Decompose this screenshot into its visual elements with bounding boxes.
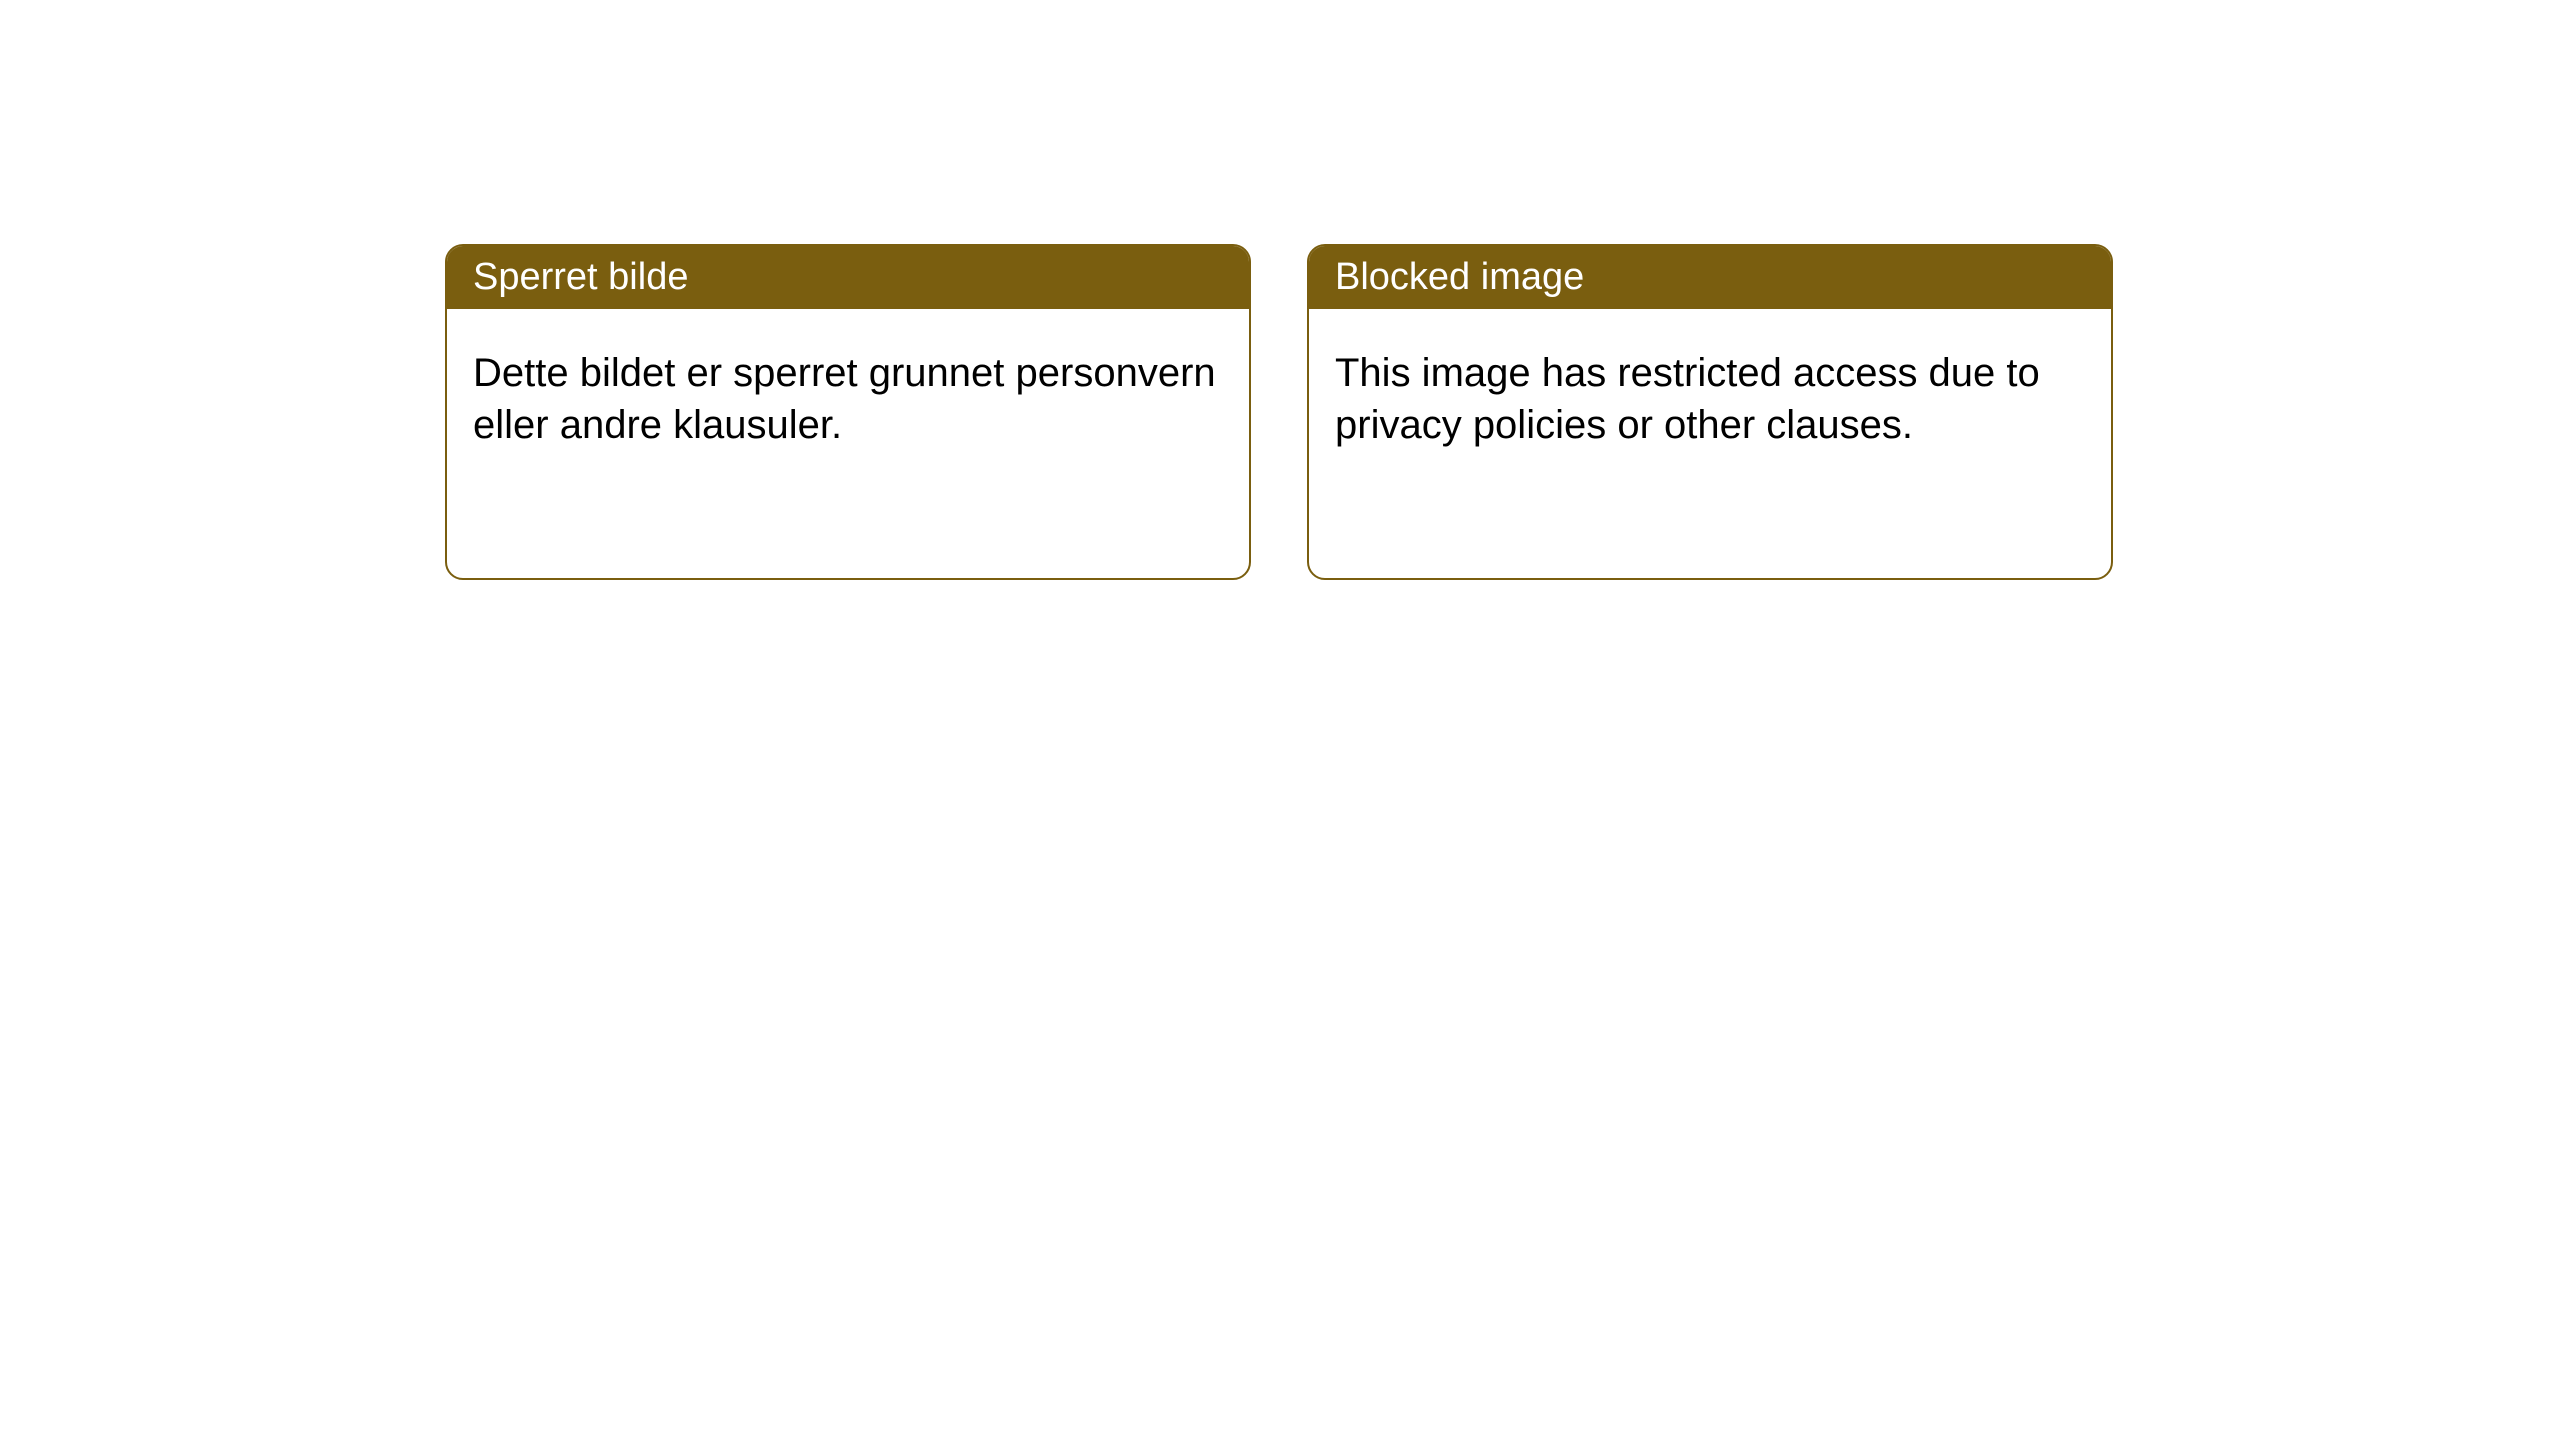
cards-container: Sperret bilde Dette bildet er sperret gr… — [0, 0, 2560, 580]
card-header-en: Blocked image — [1309, 246, 2111, 309]
card-body-en: This image has restricted access due to … — [1309, 309, 2111, 489]
card-header-no: Sperret bilde — [447, 246, 1249, 309]
card-body-no: Dette bildet er sperret grunnet personve… — [447, 309, 1249, 489]
blocked-image-card-en: Blocked image This image has restricted … — [1307, 244, 2113, 580]
blocked-image-card-no: Sperret bilde Dette bildet er sperret gr… — [445, 244, 1251, 580]
